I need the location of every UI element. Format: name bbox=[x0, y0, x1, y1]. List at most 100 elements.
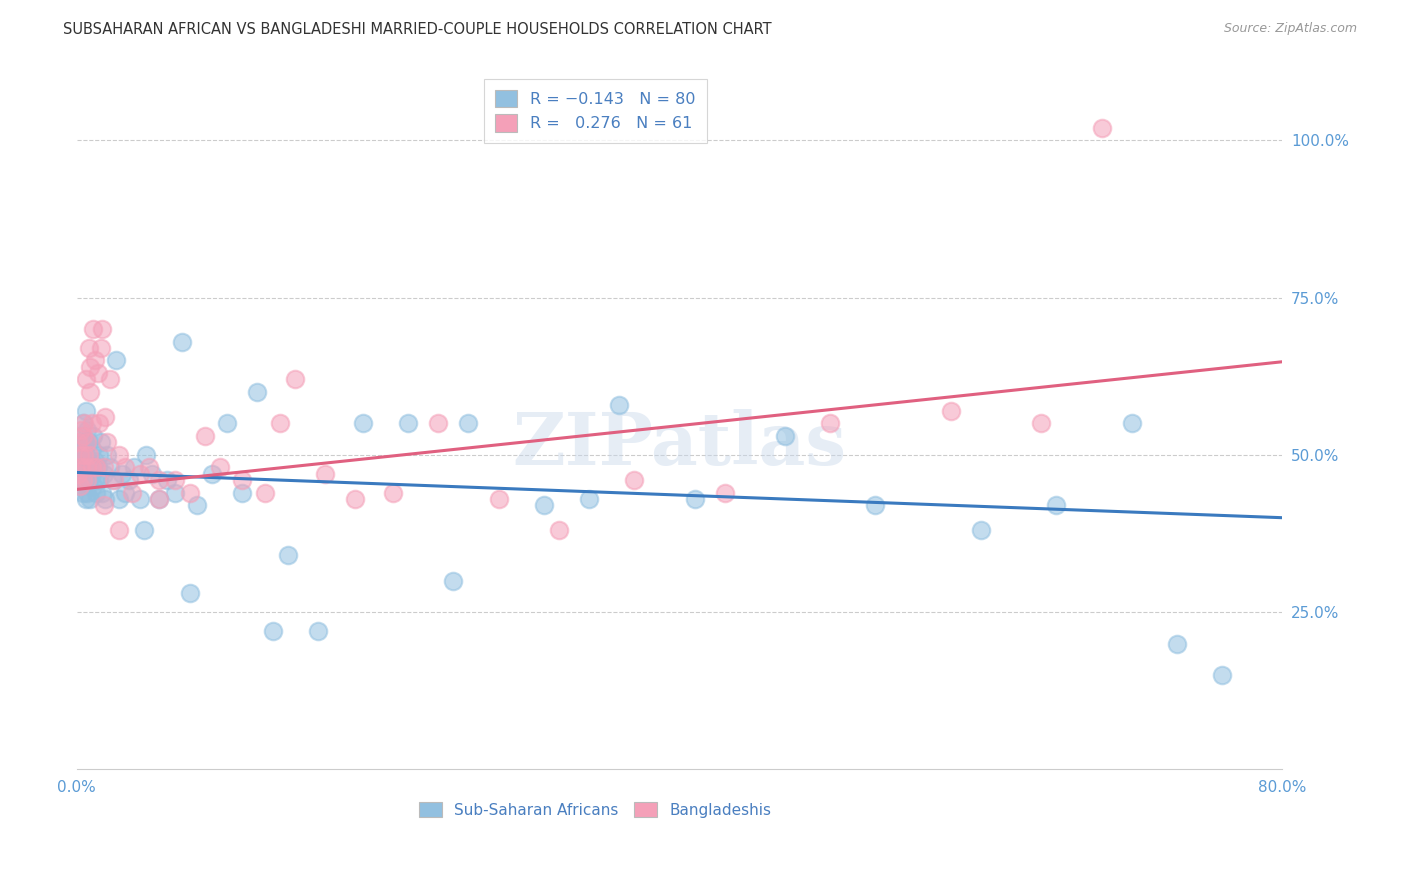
Point bbox=[72, 417, 94, 431]
Point bbox=[70, 473, 93, 487]
Point bbox=[86, 366, 108, 380]
Point bbox=[118, 473, 141, 487]
Text: Source: ZipAtlas.com: Source: ZipAtlas.com bbox=[1223, 22, 1357, 36]
Point bbox=[101, 473, 124, 487]
Point bbox=[427, 417, 450, 431]
Point bbox=[1211, 668, 1233, 682]
Point bbox=[69, 435, 91, 450]
Point bbox=[73, 417, 96, 431]
Point bbox=[77, 473, 100, 487]
Point bbox=[72, 473, 94, 487]
Point bbox=[80, 417, 103, 431]
Point bbox=[89, 448, 111, 462]
Point bbox=[79, 359, 101, 374]
Point bbox=[69, 479, 91, 493]
Point bbox=[344, 491, 367, 506]
Point bbox=[277, 549, 299, 563]
Point bbox=[73, 473, 96, 487]
Point bbox=[820, 417, 842, 431]
Point bbox=[73, 448, 96, 462]
Point bbox=[865, 498, 887, 512]
Point bbox=[548, 524, 571, 538]
Point bbox=[98, 372, 121, 386]
Point bbox=[382, 485, 405, 500]
Point bbox=[77, 341, 100, 355]
Point bbox=[75, 460, 97, 475]
Point bbox=[69, 448, 91, 462]
Point bbox=[623, 473, 645, 487]
Point bbox=[111, 467, 134, 481]
Point bbox=[73, 435, 96, 450]
Point bbox=[79, 384, 101, 399]
Point bbox=[93, 467, 115, 481]
Point bbox=[134, 524, 156, 538]
Point bbox=[83, 473, 105, 487]
Point bbox=[107, 524, 129, 538]
Point bbox=[352, 417, 374, 431]
Point bbox=[939, 404, 962, 418]
Point bbox=[90, 435, 112, 450]
Point bbox=[104, 353, 127, 368]
Point bbox=[457, 417, 479, 431]
Point bbox=[314, 467, 336, 481]
Point bbox=[90, 341, 112, 355]
Point bbox=[94, 410, 117, 425]
Point bbox=[75, 404, 97, 418]
Point bbox=[578, 491, 600, 506]
Point bbox=[82, 322, 104, 336]
Point bbox=[84, 485, 107, 500]
Point bbox=[77, 454, 100, 468]
Point bbox=[75, 448, 97, 462]
Point bbox=[201, 467, 224, 481]
Point bbox=[82, 479, 104, 493]
Point bbox=[396, 417, 419, 431]
Point bbox=[128, 467, 150, 481]
Point bbox=[67, 448, 90, 462]
Point bbox=[156, 473, 179, 487]
Point bbox=[307, 624, 329, 638]
Point bbox=[69, 460, 91, 475]
Point bbox=[148, 491, 170, 506]
Point bbox=[72, 429, 94, 443]
Point bbox=[231, 485, 253, 500]
Point bbox=[67, 467, 90, 481]
Point bbox=[70, 429, 93, 443]
Point bbox=[713, 485, 735, 500]
Point bbox=[76, 435, 98, 450]
Point bbox=[77, 448, 100, 462]
Point bbox=[76, 473, 98, 487]
Point bbox=[107, 448, 129, 462]
Point bbox=[170, 334, 193, 349]
Point bbox=[1045, 498, 1067, 512]
Point bbox=[231, 473, 253, 487]
Point bbox=[98, 460, 121, 475]
Point bbox=[284, 372, 307, 386]
Point bbox=[217, 417, 239, 431]
Point bbox=[103, 473, 125, 487]
Point bbox=[89, 417, 111, 431]
Point bbox=[79, 491, 101, 506]
Point bbox=[122, 460, 145, 475]
Point bbox=[72, 442, 94, 456]
Point bbox=[73, 460, 96, 475]
Point bbox=[80, 442, 103, 456]
Point bbox=[441, 574, 464, 588]
Point bbox=[75, 491, 97, 506]
Point bbox=[93, 498, 115, 512]
Point bbox=[186, 498, 208, 512]
Point bbox=[96, 435, 118, 450]
Point bbox=[683, 491, 706, 506]
Point bbox=[148, 491, 170, 506]
Point bbox=[76, 485, 98, 500]
Point bbox=[84, 460, 107, 475]
Point bbox=[208, 460, 231, 475]
Point bbox=[179, 586, 201, 600]
Point bbox=[69, 479, 91, 493]
Point bbox=[262, 624, 284, 638]
Point bbox=[607, 397, 630, 411]
Point bbox=[75, 372, 97, 386]
Point bbox=[138, 460, 160, 475]
Legend: Sub-Saharan Africans, Bangladeshis: Sub-Saharan Africans, Bangladeshis bbox=[413, 796, 778, 824]
Point bbox=[82, 429, 104, 443]
Point bbox=[253, 485, 276, 500]
